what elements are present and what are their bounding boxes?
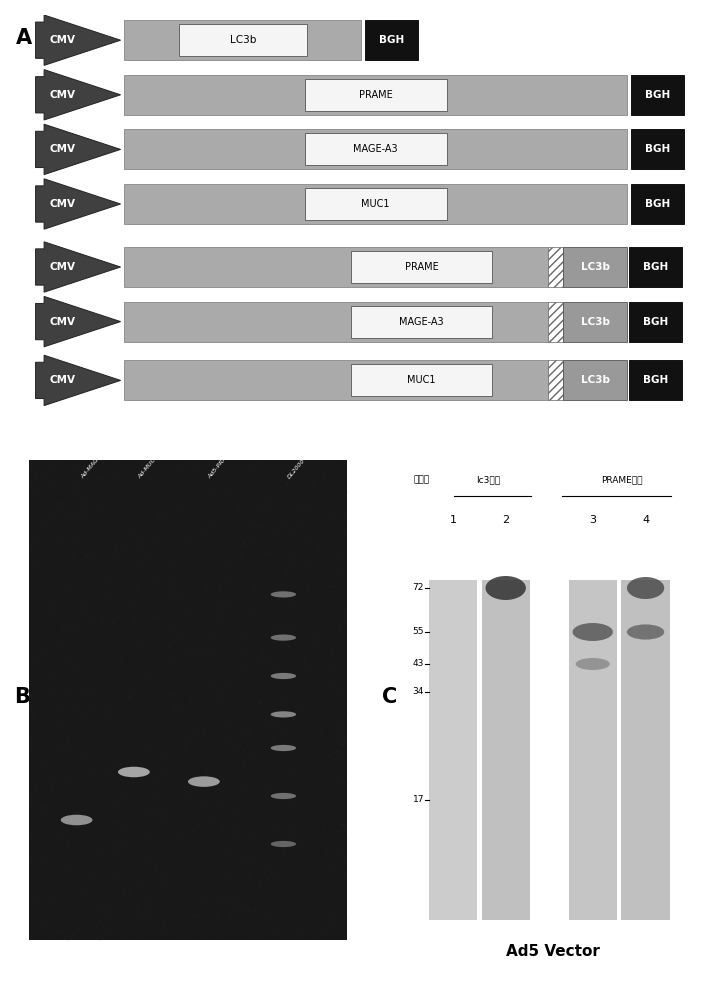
Bar bbox=[124, 247, 548, 287]
Polygon shape bbox=[35, 70, 121, 120]
Text: CMV: CMV bbox=[50, 144, 76, 154]
Text: 43: 43 bbox=[413, 660, 424, 668]
Bar bbox=[305, 133, 447, 165]
Bar bbox=[548, 360, 563, 400]
Text: Ad5-PRAME-lc3: Ad5-PRAME-lc3 bbox=[207, 440, 241, 479]
Ellipse shape bbox=[270, 793, 296, 799]
Text: lc3抗体: lc3抗体 bbox=[476, 476, 500, 485]
Ellipse shape bbox=[270, 841, 296, 847]
Bar bbox=[622, 580, 669, 920]
Text: 55: 55 bbox=[413, 628, 424, 637]
Bar bbox=[124, 75, 628, 115]
Ellipse shape bbox=[270, 591, 296, 598]
Text: BGH: BGH bbox=[645, 199, 670, 209]
Bar bbox=[563, 247, 628, 287]
Ellipse shape bbox=[627, 577, 664, 599]
Polygon shape bbox=[35, 15, 121, 65]
Text: BGH: BGH bbox=[645, 90, 670, 100]
Bar bbox=[429, 580, 477, 920]
Bar bbox=[629, 360, 683, 400]
Text: Ad-MUC1-lc3: Ad-MUC1-lc3 bbox=[137, 445, 167, 479]
Text: CMV: CMV bbox=[50, 262, 76, 272]
Text: 1: 1 bbox=[449, 515, 456, 525]
Ellipse shape bbox=[485, 576, 526, 600]
Text: MUC1: MUC1 bbox=[362, 199, 390, 209]
Bar bbox=[630, 75, 684, 115]
Ellipse shape bbox=[576, 658, 609, 670]
Text: 34: 34 bbox=[413, 688, 424, 696]
Polygon shape bbox=[35, 242, 121, 292]
Text: LC3b: LC3b bbox=[581, 317, 609, 327]
Ellipse shape bbox=[118, 767, 150, 777]
Text: 3: 3 bbox=[589, 515, 596, 525]
Bar bbox=[351, 251, 492, 283]
Bar bbox=[629, 247, 683, 287]
Bar bbox=[124, 360, 548, 400]
Text: MAGE-A3: MAGE-A3 bbox=[354, 144, 398, 154]
Text: PRAME: PRAME bbox=[359, 90, 393, 100]
Text: PRAME: PRAME bbox=[405, 262, 438, 272]
Text: PRAME抗体: PRAME抗体 bbox=[601, 476, 642, 485]
Bar bbox=[365, 20, 418, 60]
Bar bbox=[629, 302, 683, 342]
Text: A: A bbox=[16, 28, 32, 48]
Polygon shape bbox=[35, 124, 121, 175]
Bar bbox=[548, 302, 563, 342]
Text: LC3b: LC3b bbox=[581, 262, 609, 272]
Text: B: B bbox=[14, 687, 30, 707]
Ellipse shape bbox=[270, 673, 296, 679]
Bar bbox=[179, 24, 307, 56]
Bar bbox=[124, 184, 628, 224]
Text: LC3b: LC3b bbox=[581, 375, 609, 385]
Ellipse shape bbox=[627, 624, 664, 640]
Text: CMV: CMV bbox=[50, 35, 76, 45]
Text: MUC1: MUC1 bbox=[407, 375, 436, 385]
Bar bbox=[563, 360, 628, 400]
Text: C: C bbox=[382, 687, 398, 707]
Text: 17: 17 bbox=[413, 796, 424, 804]
Text: Ad5 Vector: Ad5 Vector bbox=[506, 944, 600, 959]
Text: DL2000: DL2000 bbox=[286, 457, 306, 479]
Text: LC3b: LC3b bbox=[230, 35, 256, 45]
Ellipse shape bbox=[61, 815, 93, 825]
Bar bbox=[305, 188, 447, 220]
Bar bbox=[124, 129, 628, 169]
Text: 4: 4 bbox=[642, 515, 649, 525]
Text: BGH: BGH bbox=[379, 35, 404, 45]
Bar bbox=[630, 184, 684, 224]
Text: MAGE-A3: MAGE-A3 bbox=[399, 317, 444, 327]
Bar bbox=[124, 302, 548, 342]
Bar bbox=[124, 20, 362, 60]
Text: CMV: CMV bbox=[50, 199, 76, 209]
Ellipse shape bbox=[270, 745, 296, 751]
Ellipse shape bbox=[270, 711, 296, 718]
Text: 72: 72 bbox=[413, 584, 424, 592]
Bar bbox=[630, 129, 684, 169]
Ellipse shape bbox=[573, 623, 613, 641]
Text: CMV: CMV bbox=[50, 375, 76, 385]
Bar bbox=[482, 580, 530, 920]
Bar bbox=[548, 247, 563, 287]
Polygon shape bbox=[35, 355, 121, 406]
Bar bbox=[563, 302, 628, 342]
Text: BGH: BGH bbox=[643, 262, 669, 272]
Polygon shape bbox=[35, 296, 121, 347]
Text: BGH: BGH bbox=[645, 144, 670, 154]
Polygon shape bbox=[35, 179, 121, 229]
Text: CMV: CMV bbox=[50, 90, 76, 100]
Bar bbox=[305, 79, 447, 111]
Text: BGH: BGH bbox=[643, 375, 669, 385]
Text: 一抗：: 一抗： bbox=[414, 476, 429, 485]
Bar bbox=[569, 580, 617, 920]
Text: CMV: CMV bbox=[50, 317, 76, 327]
Text: Ad-MAGE-A3-lc3: Ad-MAGE-A3-lc3 bbox=[80, 437, 116, 479]
Text: BGH: BGH bbox=[643, 317, 669, 327]
Bar bbox=[351, 306, 492, 338]
Ellipse shape bbox=[188, 776, 220, 787]
Ellipse shape bbox=[270, 634, 296, 641]
Text: 2: 2 bbox=[502, 515, 509, 525]
Bar bbox=[351, 364, 492, 396]
